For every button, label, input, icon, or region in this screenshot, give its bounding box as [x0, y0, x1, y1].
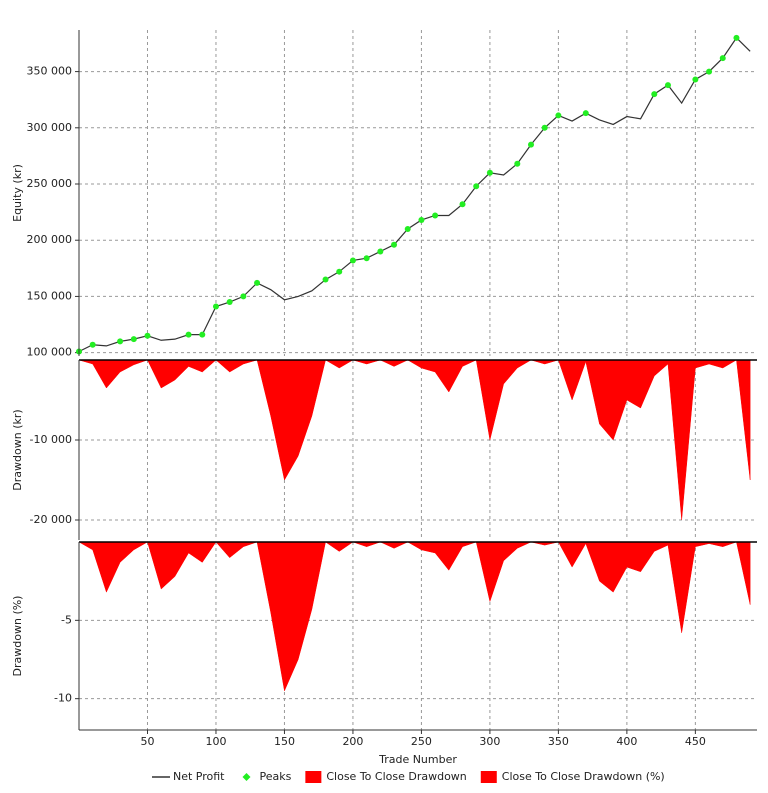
peak-point	[486, 169, 493, 176]
peak-point	[391, 241, 398, 248]
peak-point	[418, 216, 425, 223]
peak-point	[706, 68, 713, 75]
legend-swatch	[305, 771, 322, 783]
drawdown-area	[78, 359, 751, 521]
legend-label: Close To Close Drawdown (%)	[502, 770, 665, 783]
legend-label: Close To Close Drawdown	[326, 770, 466, 783]
peak-point	[719, 55, 726, 62]
y-tick-label: 200 000	[27, 233, 73, 246]
legend-label: Net Profit	[173, 770, 225, 783]
peak-point	[651, 91, 658, 98]
peak-point	[117, 338, 124, 345]
equity-line	[78, 36, 751, 353]
y-axis-label: Drawdown (kr)	[11, 409, 24, 490]
y-tick-label: 300 000	[27, 121, 73, 134]
x-tick-label: 100	[205, 735, 226, 748]
peak-point	[336, 268, 343, 275]
peak-point	[404, 225, 411, 232]
y-tick-label: -10 000	[30, 433, 72, 446]
peak-point	[692, 76, 699, 83]
peak-point	[664, 82, 671, 89]
x-tick-label: 200	[342, 735, 363, 748]
x-tick-label: 400	[616, 735, 637, 748]
peak-point	[555, 112, 562, 119]
x-tick-label: 450	[685, 735, 706, 748]
peak-point	[432, 212, 439, 219]
y-tick-label: -10	[54, 692, 72, 705]
peak-point	[582, 110, 589, 117]
peak-point	[254, 279, 261, 286]
legend-swatch	[480, 771, 497, 783]
peak-point	[377, 248, 384, 255]
peak-point	[349, 257, 356, 264]
y-tick-label: 150 000	[27, 289, 73, 302]
peak-point	[528, 141, 534, 148]
y-tick-label: 100 000	[27, 346, 73, 359]
legend-label: Peaks	[260, 770, 292, 783]
peak-point	[514, 160, 521, 167]
x-tick-label: 300	[479, 735, 500, 748]
peak-point	[212, 303, 219, 310]
y-axis-label: Equity (kr)	[11, 164, 24, 222]
peak-point	[185, 331, 192, 338]
peak-point	[473, 183, 480, 190]
peak-point	[541, 124, 548, 131]
y-tick-label: -20 000	[30, 513, 72, 526]
x-tick-label: 50	[140, 735, 154, 748]
legend-swatch	[242, 773, 251, 781]
peak-point	[459, 201, 466, 208]
peak-point	[130, 336, 137, 343]
peak-point	[322, 276, 329, 283]
y-tick-label: 350 000	[27, 65, 73, 78]
peak-point	[199, 331, 206, 338]
peak-point	[240, 293, 247, 300]
peak-point	[144, 332, 151, 339]
x-tick-label: 250	[411, 735, 432, 748]
x-axis-label: Trade Number	[378, 753, 457, 766]
y-axis-label: Drawdown (%)	[11, 596, 24, 677]
peak-point	[226, 299, 233, 306]
y-tick-label: -5	[61, 613, 72, 626]
x-tick-label: 150	[274, 735, 295, 748]
peak-point	[89, 341, 96, 348]
drawdown-area	[78, 541, 751, 692]
x-tick-label: 350	[548, 735, 569, 748]
peak-point	[733, 34, 740, 41]
peak-point	[363, 255, 370, 262]
y-tick-label: 250 000	[27, 177, 73, 190]
